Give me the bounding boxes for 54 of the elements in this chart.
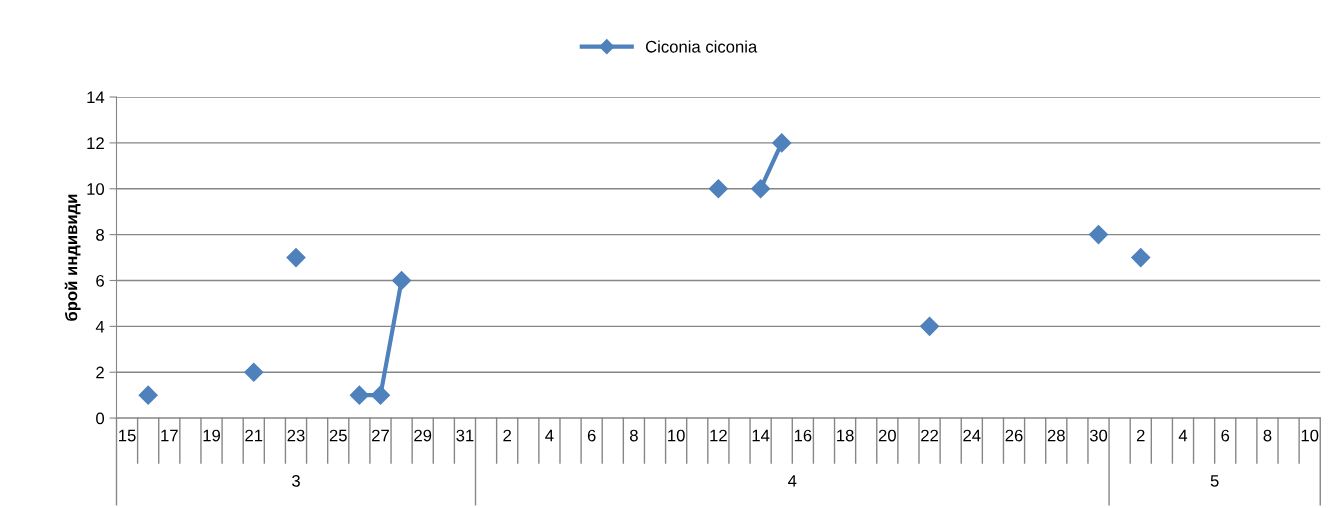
x-tick-label: 6 [587, 429, 596, 442]
x-tick-label: 16 [794, 429, 812, 442]
x-tick-label: 4 [545, 429, 554, 442]
x-tick-label: 12 [710, 429, 727, 442]
point [1088, 225, 1109, 245]
point [286, 248, 306, 268]
x-tick-label: 27 [372, 429, 389, 442]
x-tick-label: 8 [629, 429, 638, 442]
x-tick-label: 30 [1089, 429, 1108, 442]
x-tick-label: 6 [1221, 429, 1230, 442]
point [920, 316, 940, 336]
y-axis-title: брой индивиди [64, 194, 81, 321]
x-tick-label: 8 [1263, 429, 1272, 442]
y-tick-label: 8 [96, 229, 104, 241]
text: 4 [788, 475, 797, 487]
y-tick-label: 12 [87, 137, 104, 149]
x-tick-label: 15 [119, 429, 136, 442]
x-tick-label: 20 [878, 429, 896, 442]
y-tick-label: 0 [96, 412, 105, 425]
point [138, 385, 158, 405]
point [751, 179, 771, 199]
x-tick-label: 25 [329, 429, 347, 442]
y-tick-label: 10 [87, 183, 105, 195]
x-tick-label: 14 [752, 429, 770, 442]
x-tick-label: 23 [287, 429, 305, 442]
x-tick-label: 10 [668, 429, 685, 442]
x-tick-label: 29 [414, 429, 432, 442]
x-tick-label: 28 [1047, 429, 1065, 442]
point [370, 385, 391, 405]
y-tick-label: 6 [96, 274, 104, 287]
text: 3 [292, 474, 300, 487]
point [349, 385, 369, 405]
y-tick-label: 4 [95, 320, 105, 333]
x-tick-label: 2 [503, 429, 511, 442]
x-tick-label: 26 [1005, 429, 1023, 442]
x-tick-label: 22 [921, 429, 938, 442]
point [708, 179, 728, 199]
y-tick-label: 14 [87, 91, 105, 104]
x-tick-label: 2 [1136, 429, 1145, 442]
point [244, 362, 264, 382]
point [772, 133, 792, 153]
x-tick-label: 24 [963, 429, 981, 442]
legend-label: Ciconia ciconia [645, 40, 758, 53]
text: 5 [1210, 475, 1219, 487]
x-tick-label: 19 [203, 429, 221, 442]
x-tick-label: 17 [161, 429, 178, 442]
x-tick-label: 18 [837, 429, 854, 442]
x-tick-label: 21 [245, 429, 263, 442]
x-tick-label: 4 [1178, 429, 1188, 442]
x-tick-label: 10 [1301, 429, 1319, 442]
y-tick-label: 2 [96, 366, 104, 379]
x-tick-label: 31 [456, 429, 474, 442]
point [1131, 248, 1151, 268]
point [392, 270, 412, 291]
